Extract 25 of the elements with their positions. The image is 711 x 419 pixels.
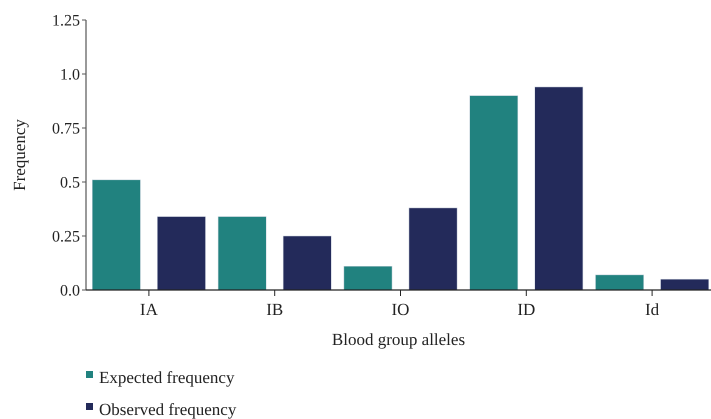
bar — [534, 86, 584, 290]
y-tick-label: 0.0 — [60, 282, 80, 300]
bar — [469, 95, 518, 290]
bar — [660, 278, 709, 290]
bar — [282, 236, 332, 290]
legend-label: Expected frequency — [99, 368, 235, 387]
x-tick-label: IB — [266, 300, 284, 319]
y-tick-label: 1.0 — [60, 66, 80, 84]
y-axis-title: Frequency — [10, 118, 29, 191]
y-tick-label: 0.75 — [52, 120, 80, 138]
x-axis-title: Blood group alleles — [332, 330, 466, 349]
x-tick-label: IO — [392, 300, 410, 319]
x-tick-label: ID — [517, 300, 536, 319]
bar — [92, 180, 141, 290]
y-tick-label: 0.25 — [52, 228, 80, 246]
legend-label: Observed frequency — [99, 400, 237, 419]
x-tick-label: IA — [140, 300, 159, 319]
y-tick-label: 1.25 — [52, 12, 80, 30]
x-tick-label: Id — [645, 300, 660, 319]
bar — [218, 216, 266, 290]
bar — [595, 274, 644, 290]
bar — [408, 208, 458, 290]
y-tick-label: 0.5 — [60, 174, 80, 192]
bar — [344, 266, 392, 290]
bar — [157, 216, 206, 290]
